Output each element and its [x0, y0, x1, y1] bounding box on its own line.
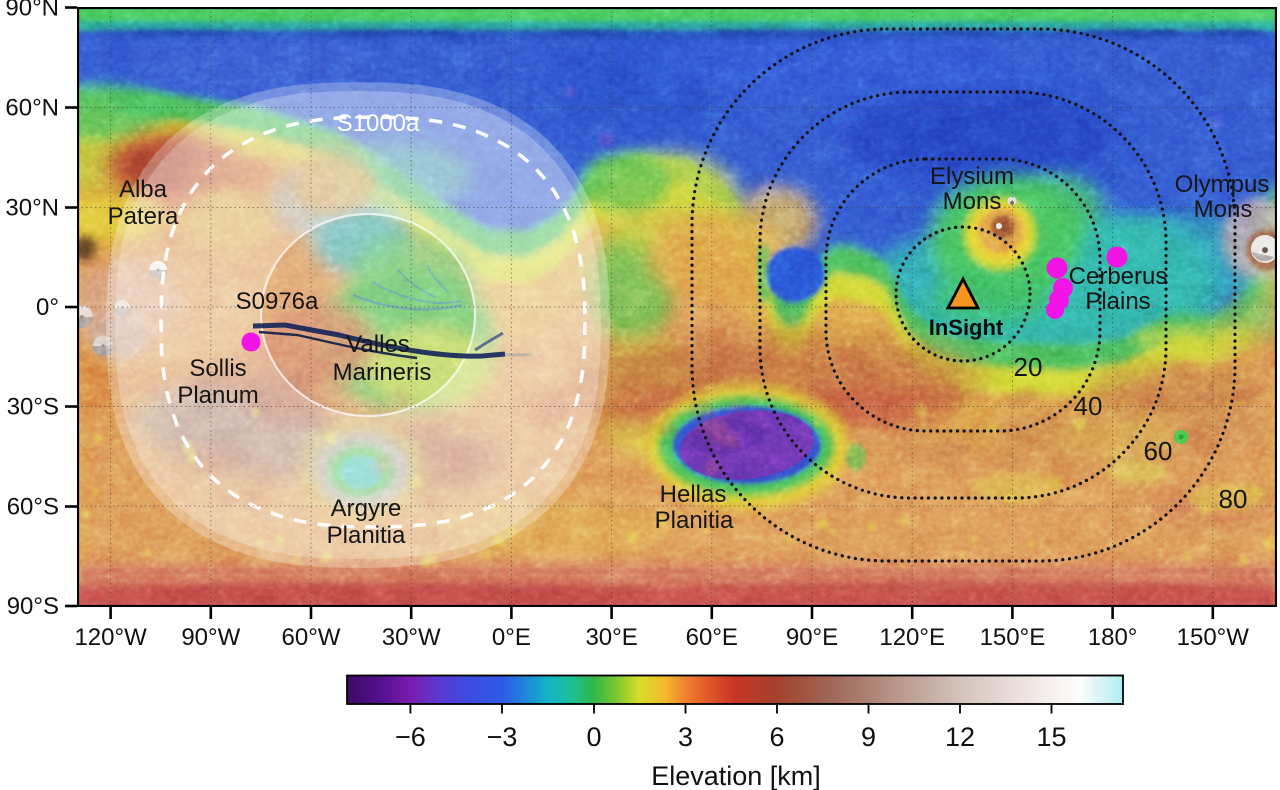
svg-text:150°E: 150°E [980, 624, 1046, 651]
svg-text:90°W: 90°W [181, 624, 240, 651]
svg-text:80: 80 [1219, 484, 1248, 514]
svg-text:90°N: 90°N [5, 0, 59, 22]
svg-text:Cerberus: Cerberus [1069, 263, 1168, 290]
svg-text:30°E: 30°E [585, 624, 637, 651]
svg-text:60: 60 [1144, 436, 1173, 466]
svg-text:30°W: 30°W [382, 624, 441, 651]
svg-text:Sollis: Sollis [189, 355, 246, 382]
svg-text:20: 20 [1014, 352, 1043, 382]
svg-text:S1000a: S1000a [337, 110, 420, 137]
svg-text:Patera: Patera [108, 203, 179, 230]
svg-text:Plains: Plains [1085, 288, 1150, 315]
svg-text:12: 12 [945, 722, 975, 752]
svg-text:9: 9 [861, 722, 876, 752]
svg-text:60°N: 60°N [5, 95, 59, 122]
svg-text:Mons: Mons [943, 188, 1002, 215]
svg-text:90°S: 90°S [7, 593, 59, 620]
svg-text:120°W: 120°W [74, 624, 147, 651]
svg-text:0°: 0° [36, 294, 59, 321]
svg-text:Alba: Alba [119, 176, 168, 203]
svg-text:60°W: 60°W [282, 624, 341, 651]
svg-text:40: 40 [1074, 391, 1103, 421]
svg-text:Planitia: Planitia [327, 522, 406, 549]
svg-text:Mons: Mons [1194, 196, 1253, 223]
svg-text:0°E: 0°E [492, 624, 531, 651]
svg-text:Hellas: Hellas [660, 481, 727, 508]
svg-text:Marineris: Marineris [333, 359, 432, 386]
svg-text:180°: 180° [1088, 624, 1138, 651]
svg-text:90°E: 90°E [786, 624, 838, 651]
svg-text:Elevation [km]: Elevation [km] [651, 761, 821, 790]
svg-text:30°S: 30°S [7, 394, 59, 421]
svg-text:Valles: Valles [346, 331, 410, 358]
svg-text:3: 3 [678, 722, 693, 752]
svg-text:60°E: 60°E [686, 624, 738, 651]
svg-text:−3: −3 [487, 722, 518, 752]
svg-text:Planum: Planum [177, 382, 258, 409]
svg-text:S0976a: S0976a [236, 288, 319, 315]
svg-text:0: 0 [586, 722, 601, 752]
svg-text:6: 6 [769, 722, 784, 752]
svg-text:Olympus: Olympus [1175, 171, 1270, 198]
svg-text:30°N: 30°N [5, 195, 59, 222]
svg-text:60°S: 60°S [7, 494, 59, 521]
svg-text:15: 15 [1036, 722, 1066, 752]
svg-text:−6: −6 [395, 722, 426, 752]
svg-text:InSight: InSight [929, 315, 1004, 340]
svg-text:Elysium: Elysium [930, 163, 1014, 190]
svg-text:Planitia: Planitia [655, 507, 734, 534]
svg-text:Argyre: Argyre [331, 495, 402, 522]
svg-text:120°E: 120°E [879, 624, 945, 651]
svg-text:150°W: 150°W [1177, 624, 1250, 651]
